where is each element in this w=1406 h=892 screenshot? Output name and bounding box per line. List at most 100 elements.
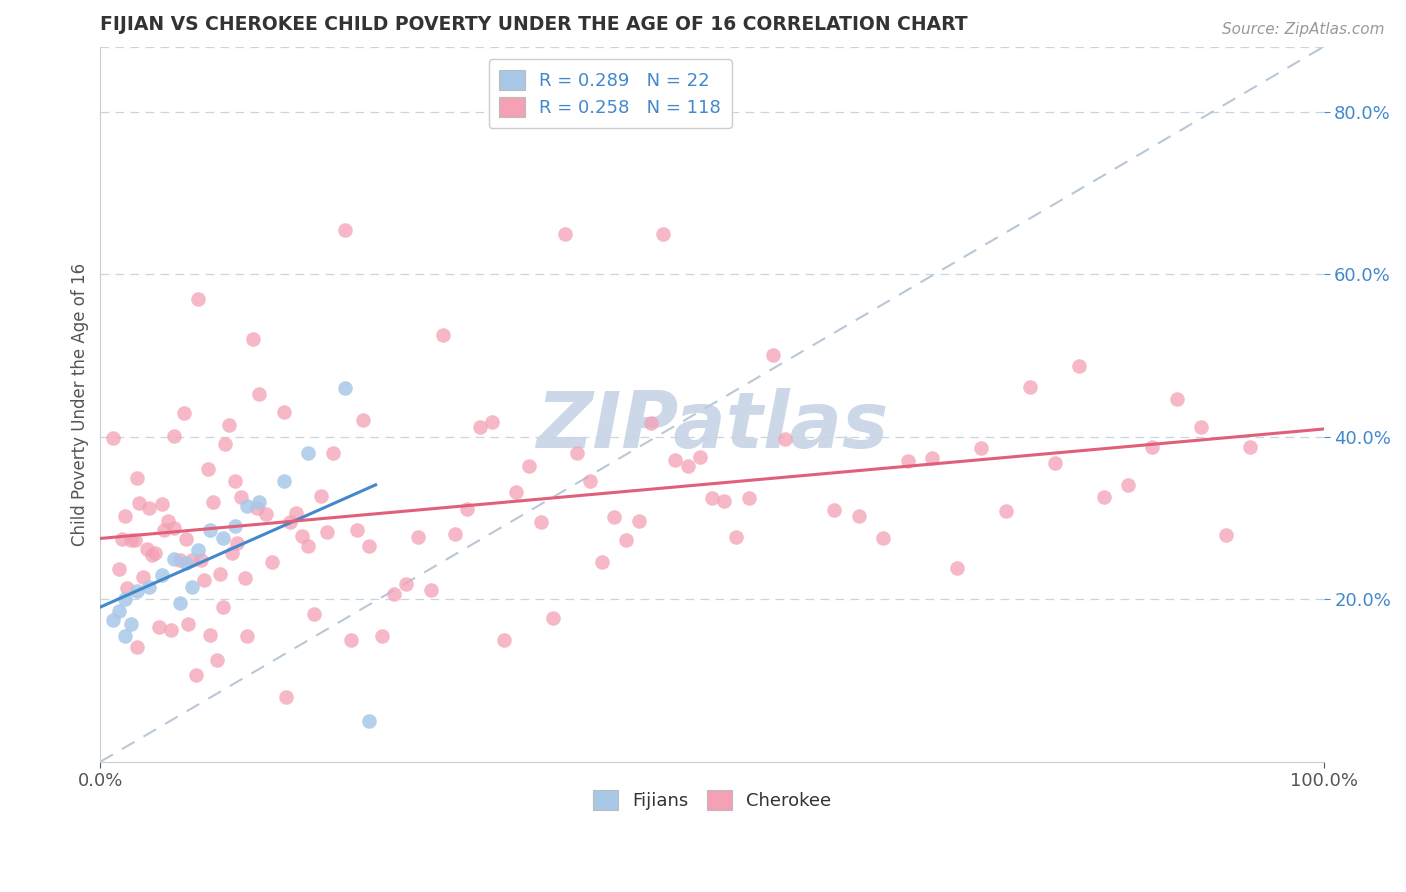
Point bbox=[309, 489, 332, 503]
Point bbox=[359, 539, 381, 553]
Text: FIJIAN VS CHEROKEE CHILD POVERTY UNDER THE AGE OF 16 CORRELATION CHART: FIJIAN VS CHEROKEE CHILD POVERTY UNDER T… bbox=[100, 15, 967, 34]
Point bbox=[481, 415, 503, 429]
Point bbox=[221, 546, 243, 560]
Point bbox=[187, 292, 209, 306]
Point bbox=[114, 508, 136, 523]
Point bbox=[872, 531, 894, 545]
Point bbox=[181, 580, 204, 594]
Point bbox=[1189, 420, 1212, 434]
Point bbox=[297, 539, 319, 553]
Point bbox=[640, 416, 662, 430]
Point bbox=[260, 555, 283, 569]
Point bbox=[156, 514, 179, 528]
Point bbox=[138, 500, 160, 515]
Point bbox=[456, 502, 478, 516]
Point bbox=[254, 507, 277, 521]
Point bbox=[273, 475, 295, 489]
Point bbox=[107, 604, 129, 618]
Point bbox=[211, 599, 233, 614]
Point bbox=[150, 567, 173, 582]
Point bbox=[554, 227, 576, 241]
Point bbox=[224, 475, 246, 489]
Point bbox=[190, 553, 212, 567]
Point bbox=[616, 533, 638, 547]
Point bbox=[578, 475, 600, 489]
Point bbox=[530, 515, 553, 529]
Point bbox=[1092, 490, 1115, 504]
Point bbox=[700, 491, 723, 506]
Point bbox=[163, 551, 186, 566]
Point bbox=[603, 509, 626, 524]
Point bbox=[114, 629, 136, 643]
Point bbox=[114, 592, 136, 607]
Point bbox=[1239, 440, 1261, 454]
Point bbox=[273, 405, 295, 419]
Point bbox=[291, 529, 314, 543]
Point bbox=[101, 613, 124, 627]
Point bbox=[1067, 359, 1090, 373]
Point bbox=[107, 562, 129, 576]
Point bbox=[340, 633, 363, 648]
Point bbox=[174, 532, 197, 546]
Point bbox=[125, 584, 148, 599]
Point bbox=[848, 508, 870, 523]
Point bbox=[184, 668, 207, 682]
Point bbox=[181, 553, 204, 567]
Point bbox=[177, 617, 200, 632]
Point bbox=[505, 484, 527, 499]
Point bbox=[395, 577, 418, 591]
Point bbox=[970, 442, 993, 456]
Point bbox=[226, 536, 249, 550]
Point bbox=[304, 607, 326, 622]
Point bbox=[150, 497, 173, 511]
Text: ZIPatlas: ZIPatlas bbox=[536, 388, 889, 464]
Point bbox=[111, 532, 134, 546]
Point bbox=[163, 429, 186, 443]
Point bbox=[689, 450, 711, 465]
Point bbox=[1116, 478, 1139, 492]
Point bbox=[247, 386, 270, 401]
Point bbox=[517, 459, 540, 474]
Point bbox=[233, 571, 256, 585]
Point bbox=[276, 690, 298, 704]
Point bbox=[823, 502, 845, 516]
Point bbox=[333, 381, 356, 395]
Point bbox=[205, 653, 228, 667]
Point bbox=[1215, 528, 1237, 542]
Point bbox=[297, 446, 319, 460]
Point bbox=[117, 582, 139, 596]
Point bbox=[408, 530, 430, 544]
Point bbox=[1019, 380, 1042, 394]
Point bbox=[432, 328, 454, 343]
Point bbox=[236, 629, 259, 643]
Point bbox=[713, 494, 735, 508]
Y-axis label: Child Poverty Under the Age of 16: Child Poverty Under the Age of 16 bbox=[72, 262, 89, 546]
Point bbox=[444, 526, 467, 541]
Point bbox=[148, 620, 170, 634]
Point bbox=[352, 412, 374, 426]
Point bbox=[214, 437, 236, 451]
Point bbox=[246, 500, 269, 515]
Point bbox=[211, 531, 233, 545]
Point bbox=[229, 491, 252, 505]
Point bbox=[322, 445, 344, 459]
Point bbox=[738, 491, 761, 506]
Point bbox=[945, 560, 967, 574]
Text: Source: ZipAtlas.com: Source: ZipAtlas.com bbox=[1222, 22, 1385, 37]
Point bbox=[153, 523, 176, 537]
Point bbox=[135, 542, 157, 557]
Point bbox=[169, 596, 191, 610]
Point bbox=[278, 516, 301, 530]
Point bbox=[145, 546, 167, 560]
Point bbox=[197, 462, 219, 476]
Point bbox=[897, 453, 920, 467]
Point bbox=[128, 496, 150, 510]
Point bbox=[160, 624, 183, 638]
Point bbox=[201, 494, 224, 508]
Point bbox=[333, 222, 356, 236]
Point bbox=[1142, 440, 1164, 454]
Point bbox=[315, 524, 337, 539]
Point bbox=[725, 530, 748, 544]
Point bbox=[676, 458, 699, 473]
Point bbox=[494, 632, 516, 647]
